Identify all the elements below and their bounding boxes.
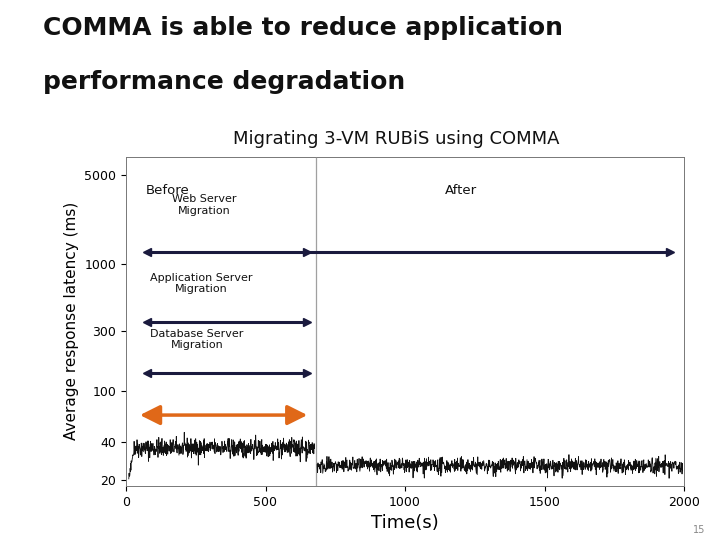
Text: Web Server
Migration: Web Server Migration (172, 194, 236, 215)
Text: COMMA is able to reduce application: COMMA is able to reduce application (43, 16, 563, 40)
Text: Database Server
Migration: Database Server Migration (150, 329, 244, 350)
Text: Application Server
Migration: Application Server Migration (150, 273, 253, 294)
X-axis label: Time(s): Time(s) (371, 514, 439, 532)
Text: After: After (445, 184, 477, 197)
Y-axis label: Average response latency (ms): Average response latency (ms) (64, 202, 78, 441)
Text: performance degradation: performance degradation (43, 70, 405, 94)
Text: 15: 15 (693, 524, 706, 535)
Text: Migrating 3-VM RUBiS using COMMA: Migrating 3-VM RUBiS using COMMA (233, 130, 559, 147)
Text: Before: Before (146, 184, 190, 197)
